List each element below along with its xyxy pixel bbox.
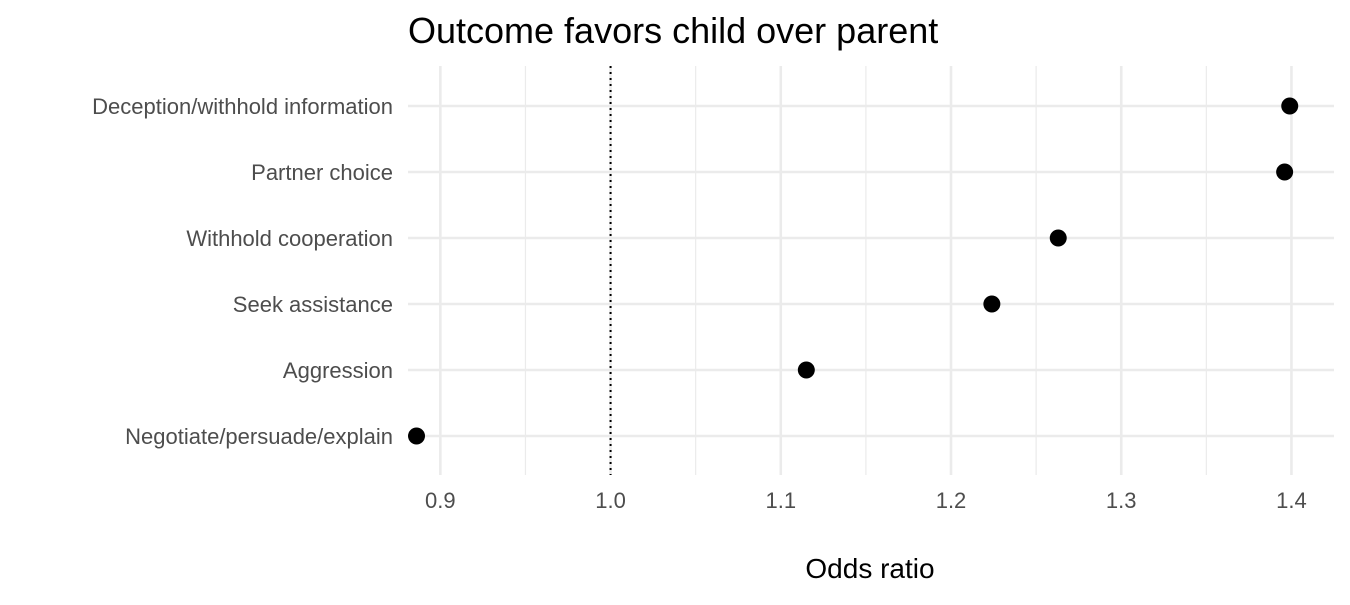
y-tick-label: Negotiate/persuade/explain bbox=[125, 424, 393, 449]
data-point bbox=[983, 295, 1001, 313]
x-axis-title: Odds ratio bbox=[805, 553, 934, 584]
y-axis-labels: Deception/withhold information Partner ch… bbox=[92, 94, 393, 449]
data-point bbox=[1049, 229, 1067, 247]
y-tick-label: Partner choice bbox=[251, 160, 393, 185]
grid-lines bbox=[408, 66, 1334, 475]
data-point bbox=[1281, 97, 1299, 115]
x-tick-label: 0.9 bbox=[425, 488, 456, 513]
y-tick-label: Seek assistance bbox=[233, 292, 393, 317]
y-tick-label: Withhold cooperation bbox=[186, 226, 393, 251]
data-point bbox=[797, 361, 815, 379]
x-tick-label: 1.2 bbox=[936, 488, 967, 513]
chart-title: Outcome favors child over parent bbox=[408, 10, 938, 51]
data-point bbox=[408, 427, 426, 445]
x-axis-labels: 0.9 1.0 1.1 1.2 1.3 1.4 bbox=[425, 488, 1307, 513]
x-tick-label: 1.3 bbox=[1106, 488, 1137, 513]
x-tick-label: 1.1 bbox=[765, 488, 796, 513]
y-tick-label: Aggression bbox=[283, 358, 393, 383]
data-points bbox=[408, 97, 1299, 445]
y-tick-label: Deception/withhold information bbox=[92, 94, 393, 119]
data-point bbox=[1276, 163, 1294, 181]
x-tick-label: 1.0 bbox=[595, 488, 626, 513]
x-tick-label: 1.4 bbox=[1276, 488, 1307, 513]
